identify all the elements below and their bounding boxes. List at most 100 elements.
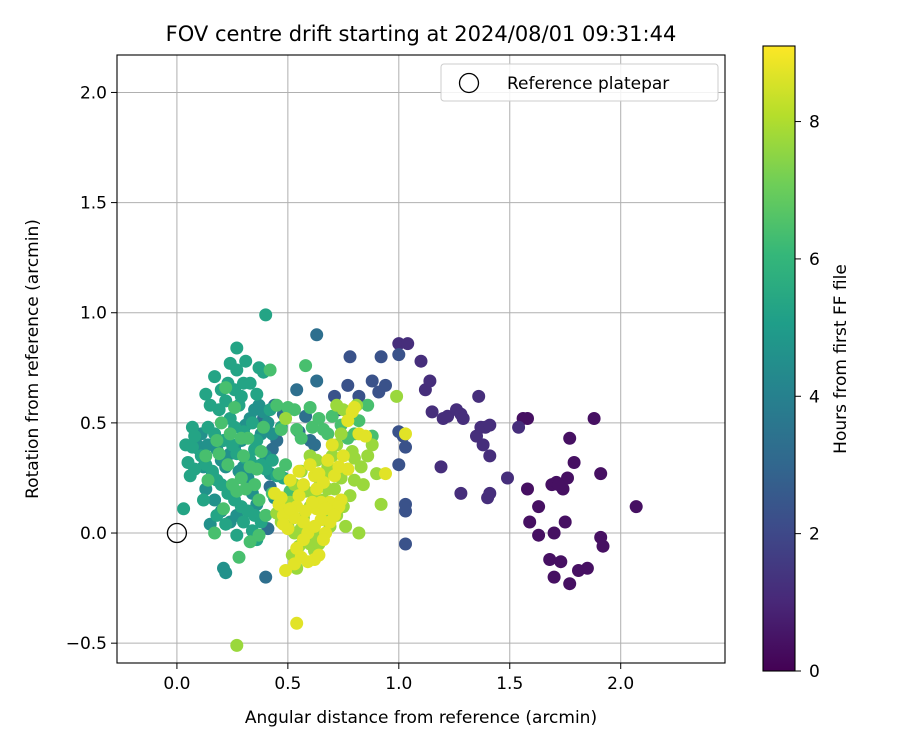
data-point: [296, 515, 310, 529]
data-point: [294, 431, 308, 445]
data-point: [212, 447, 226, 461]
data-point: [183, 469, 197, 483]
data-point: [230, 341, 244, 355]
data-point: [199, 449, 213, 463]
data-point: [188, 429, 202, 443]
data-point: [379, 467, 392, 481]
y-tick-label: 2.0: [80, 83, 107, 103]
data-point: [214, 416, 228, 430]
reference-platepar-marker: [166, 522, 188, 544]
data-point: [290, 383, 304, 397]
data-point: [312, 467, 326, 481]
data-point: [312, 548, 326, 562]
data-point: [321, 427, 335, 441]
data-point: [361, 398, 375, 412]
y-tick-label: 1.0: [80, 304, 107, 324]
data-point: [423, 374, 437, 388]
data-point: [274, 423, 288, 436]
data-point: [365, 438, 379, 452]
data-point: [558, 515, 572, 529]
data-point: [252, 493, 266, 507]
data-point: [232, 550, 246, 564]
data-point: [347, 401, 361, 414]
x-tick-label: 1.5: [496, 674, 523, 694]
data-point: [208, 370, 222, 384]
data-point: [399, 427, 412, 441]
data-point: [296, 478, 310, 492]
legend: Reference platepar: [440, 63, 719, 102]
data-point: [270, 398, 284, 412]
x-tick-label: 1.0: [385, 674, 412, 694]
data-point: [563, 431, 577, 445]
data-point: [532, 528, 546, 542]
data-point: [325, 438, 339, 452]
data-point: [230, 363, 244, 377]
data-point: [303, 401, 317, 414]
legend-label-reference: Reference platepar: [507, 74, 669, 94]
data-point: [521, 482, 534, 496]
data-point: [341, 462, 355, 476]
data-point: [629, 500, 643, 514]
data-point: [310, 374, 324, 388]
data-point: [374, 350, 388, 364]
data-point: [312, 412, 326, 425]
data-point: [177, 502, 191, 516]
data-point: [552, 478, 566, 492]
data-point: [547, 570, 561, 584]
data-point: [219, 517, 233, 531]
data-point: [234, 471, 248, 485]
data-point: [547, 526, 561, 540]
data-point: [283, 473, 297, 487]
data-point: [230, 528, 244, 542]
data-point: [290, 541, 304, 555]
data-point: [276, 517, 290, 531]
data-point: [237, 515, 250, 529]
data-point: [259, 508, 273, 522]
data-point: [365, 374, 379, 388]
legend-marker-reference: [458, 72, 480, 94]
colorbar-tick-label: 0: [809, 662, 820, 682]
data-point: [361, 449, 375, 463]
data-point: [250, 387, 264, 401]
data-point: [208, 493, 222, 507]
data-point: [392, 348, 406, 362]
data-point: [594, 467, 608, 481]
data-point: [308, 438, 321, 452]
data-point: [512, 420, 526, 434]
data-point: [316, 533, 330, 547]
data-point: [279, 458, 293, 472]
data-point: [243, 376, 257, 390]
data-point: [334, 427, 348, 441]
data-point: [305, 495, 319, 509]
data-point: [343, 350, 357, 364]
data-point: [425, 405, 439, 419]
data-point: [199, 387, 213, 401]
data-point: [219, 381, 233, 395]
data-point: [374, 497, 388, 511]
data-point: [399, 440, 412, 454]
data-point: [210, 434, 224, 447]
data-point: [483, 418, 497, 432]
data-point: [563, 577, 577, 591]
data-point: [272, 467, 286, 481]
data-point: [454, 486, 468, 500]
data-point: [341, 414, 355, 428]
x-tick-label: 2.0: [607, 674, 634, 694]
data-point: [252, 528, 266, 542]
data-point: [263, 363, 277, 377]
data-point: [237, 449, 250, 463]
data-point: [185, 440, 199, 454]
colorbar-ticks: 0 2 4 6 8: [795, 113, 820, 682]
data-point: [596, 539, 610, 553]
y-axis-label: Rotation from reference (arcmin): [23, 219, 43, 499]
data-point: [476, 438, 490, 452]
data-point: [414, 354, 428, 368]
data-point: [347, 451, 361, 465]
data-point: [587, 412, 601, 425]
data-point: [259, 308, 273, 322]
data-point: [299, 359, 313, 373]
data-point: [201, 473, 215, 487]
data-point: [434, 460, 448, 474]
